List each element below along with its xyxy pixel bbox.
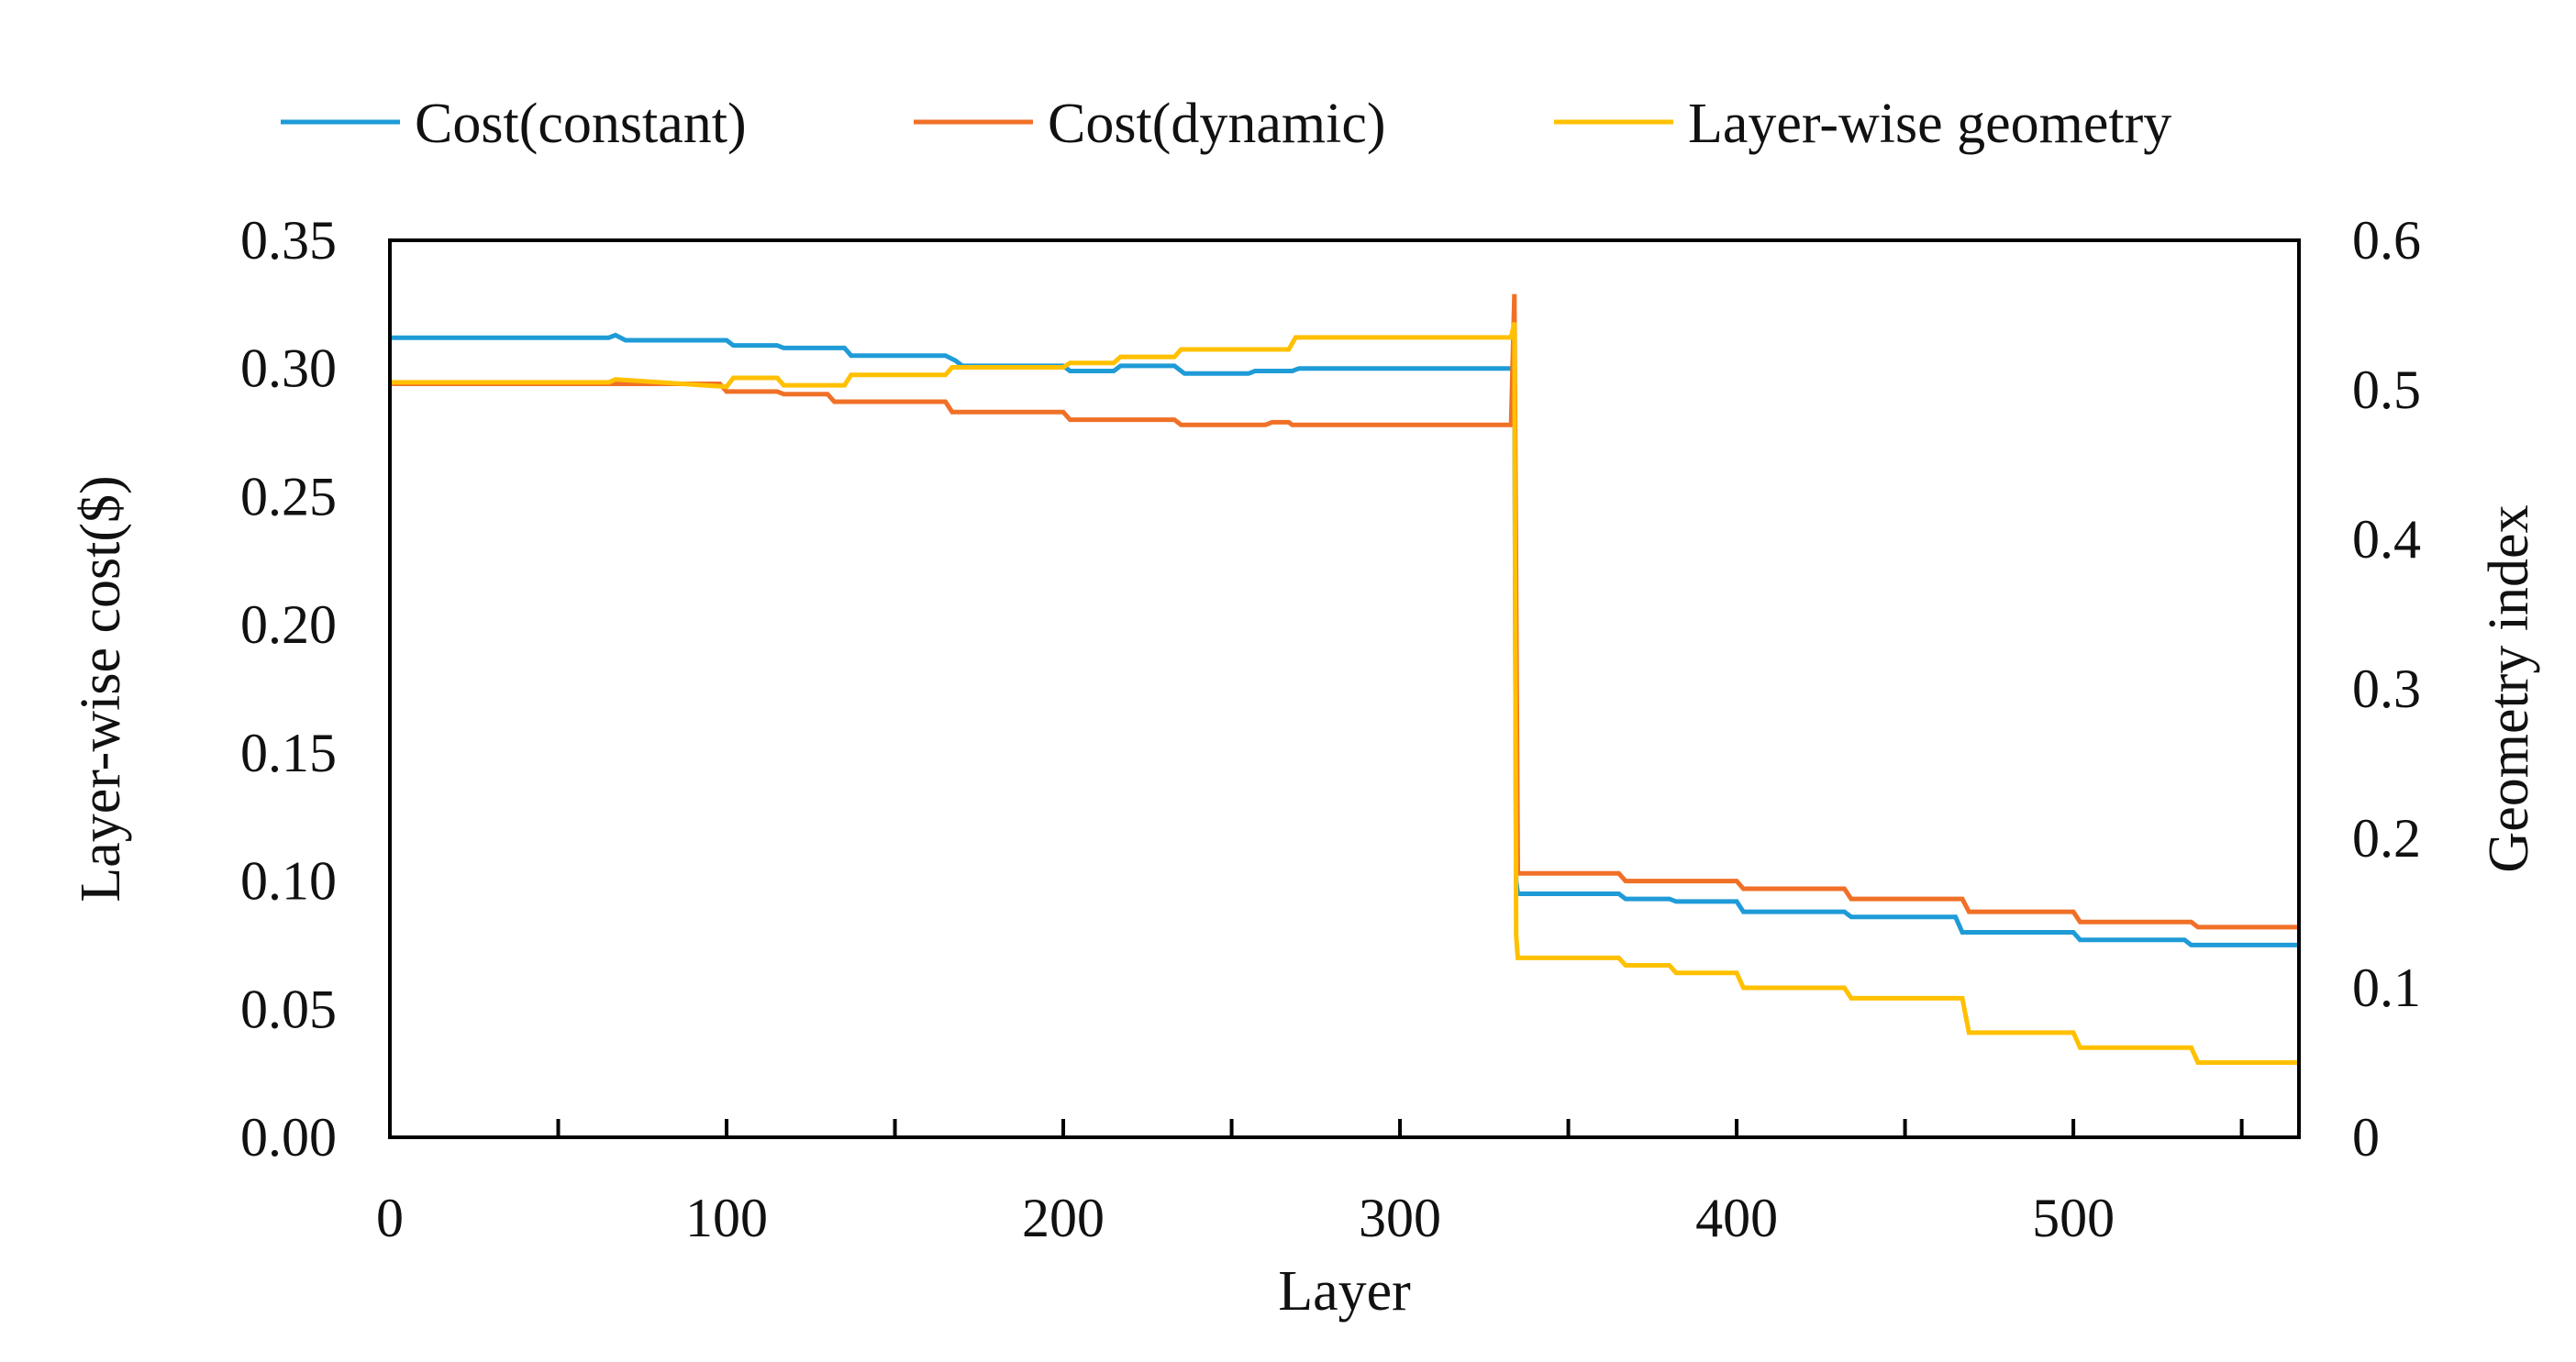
legend-item-cost-dynamic: Cost(dynamic) [914,93,1386,155]
series-layer [390,293,2299,1065]
y-tick-label: 0.25 [240,466,337,526]
legend-item-cost-constant: Cost(constant) [281,93,747,155]
x-tick-label: 100 [685,1188,768,1248]
y2-tick-label: 0 [2352,1107,2380,1168]
y2-tick-label: 0.5 [2352,360,2421,420]
x-tick-label: 400 [1695,1188,1778,1248]
y-tick-label: 0.10 [240,851,337,912]
x-axis-title: Layer [1278,1260,1411,1323]
y2-tick-label: 0.4 [2352,509,2421,570]
y-tick-label: 0.35 [240,210,337,271]
legend-label: Cost(constant) [415,93,747,155]
legend-label: Layer-wise geometry [1688,93,2171,155]
legend: Cost(constant) Cost(dynamic) Layer-wise ge… [281,93,2171,155]
axes-layer: 0 100 200 300 400 5000.000.050.100.150.200.25… [240,210,2421,1248]
x-tick-label: 300 [1359,1188,1441,1248]
series-line-cost-constant [390,332,2299,947]
y2-tick-label: 0.2 [2352,808,2421,869]
y-tick-label: 0.00 [240,1107,337,1168]
y-tick-label: 0.15 [240,723,337,783]
y2-axis-title: Geometry index [2478,504,2540,872]
y-tick-label: 0.30 [240,338,337,399]
plot-frame [388,238,2301,1139]
series-line-layer-wise-geometry [390,322,2299,1065]
x-tick-label: 200 [1022,1188,1105,1248]
y2-tick-label: 0.6 [2352,210,2421,271]
y-axis-title: Layer-wise cost($) [70,475,132,902]
y-tick-label: 0.05 [240,979,337,1039]
legend-label: Cost(dynamic) [1048,93,1386,155]
y2-tick-label: 0.1 [2352,958,2421,1018]
x-tick-label: 500 [2032,1188,2115,1248]
series-line-cost-dynamic [390,293,2299,930]
x-tick-label: 0 [376,1188,404,1248]
legend-item-layer-wise-geometry: Layer-wise geometry [1554,93,2171,155]
y-tick-label: 0.20 [240,594,337,655]
y2-tick-label: 0.3 [2352,659,2421,719]
